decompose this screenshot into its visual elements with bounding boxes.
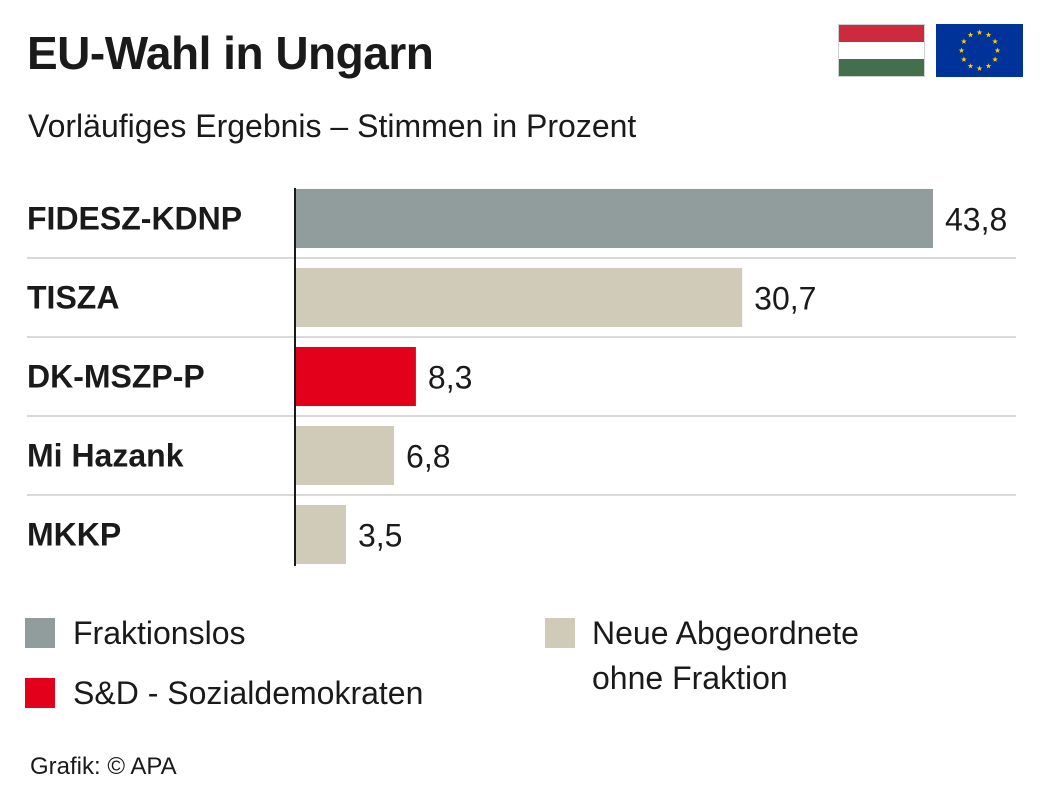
eu-star-icon: [967, 31, 974, 38]
eu-star-icon: [992, 56, 998, 62]
eu-flag-icon: [936, 24, 1023, 77]
value-label-fidesz-kdnp: 43,8: [945, 202, 1007, 238]
value-label-mi-hazank: 6,8: [406, 439, 450, 475]
eu-star-icon: [976, 29, 983, 35]
source-credit: Grafik: © APA: [30, 753, 177, 780]
eu-star-icon: [994, 47, 1001, 53]
eu-star-icon: [967, 63, 974, 69]
eu-star-icon: [958, 47, 965, 53]
value-label-tisza: 30,7: [754, 281, 816, 317]
chart-subtitle: Vorläufiges Ergebnis – Stimmen in Prozen…: [28, 108, 637, 144]
legend-swatch-fraktionslos: [25, 618, 55, 648]
legend-label-neue-abgeordnete-line1: Neue Abgeordnete: [592, 615, 859, 651]
value-label-dk-mszp-p: 8,3: [428, 360, 472, 396]
hungary-flag-icon: [838, 24, 925, 77]
eu-star-icon: [961, 56, 967, 62]
legend-label-sd: S&D - Sozialdemokraten: [73, 675, 424, 711]
bar-mkkp: [295, 505, 346, 564]
bar-chart: FIDESZ-KDNP 43,8 TISZA 30,7 DK-MSZP-P 8,3 Mi H…: [27, 188, 1016, 566]
category-label-dk-mszp-p: DK-MSZP-P: [27, 359, 205, 395]
chart-title: EU-Wahl in Ungarn: [27, 27, 434, 79]
category-label-mkkp: MKKP: [27, 517, 121, 553]
bar-mi-hazank: [295, 426, 395, 485]
legend-swatch-sd: [25, 678, 55, 708]
bar-tisza: [295, 268, 743, 327]
bar-dk-mszp-p: [295, 347, 416, 406]
eu-star-icon: [985, 31, 992, 38]
category-label-mi-hazank: Mi Hazank: [27, 438, 184, 474]
bar-fidesz-kdnp: [295, 189, 933, 248]
eu-star-icon: [961, 38, 967, 44]
legend-label-neue-abgeordnete-line2: ohne Fraktion: [592, 660, 788, 696]
eu-star-icon: [992, 38, 998, 44]
eu-star-icon: [985, 63, 992, 69]
eu-star-icon: [976, 65, 983, 71]
legend-swatch-neue-abgeordnete: [545, 618, 575, 648]
category-label-fidesz-kdnp: FIDESZ-KDNP: [27, 201, 242, 237]
legend-label-fraktionslos: Fraktionslos: [73, 615, 246, 651]
value-label-mkkp: 3,5: [358, 518, 402, 554]
category-label-tisza: TISZA: [27, 280, 119, 316]
